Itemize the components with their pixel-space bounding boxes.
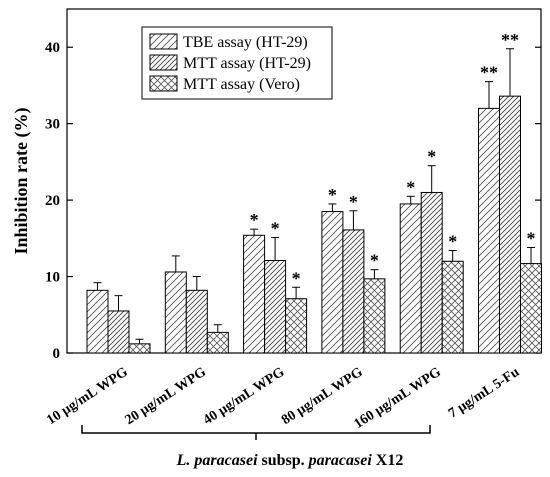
bar (164, 271, 187, 354)
y-tick-label: 0 (53, 346, 61, 362)
y-tick-label: 30 (45, 117, 60, 133)
significance-marker: * (349, 192, 358, 212)
bar (478, 107, 500, 354)
bar (206, 331, 229, 354)
group-label-part: paracasei (307, 452, 373, 469)
group-label-part: L. paracasei (176, 452, 258, 469)
bars-layer: * *** ********** (86, 30, 542, 354)
group-bracket-label: L. paracasei subsp. paracasei X12 (176, 452, 404, 469)
x-tick-label: 20 μg/mL WPG (123, 365, 209, 428)
legend: TBE assay (HT-29) MTT assay (HT-29) MTT as… (141, 26, 333, 100)
bar (441, 260, 464, 354)
bar (321, 211, 344, 354)
x-tick-label: 7 μg/mL 5-Fu (446, 365, 522, 422)
bar (185, 289, 208, 354)
significance-marker: * (328, 185, 337, 205)
bar (107, 310, 130, 354)
significance-marker: * (427, 147, 436, 167)
group-label-part: X12 (372, 452, 404, 469)
legend-label: TBE assay (HT-29) (183, 34, 308, 51)
legend-label: MTT assay (Vero) (183, 76, 300, 93)
y-tick-label: 10 (45, 270, 60, 286)
bar (499, 95, 521, 354)
y-tick-label: 20 (45, 193, 60, 209)
x-tick-label: 40 μg/mL WPG (201, 365, 287, 428)
bracket-line (81, 425, 431, 440)
group-bracket: L. paracasei subsp. paracasei X12 (81, 425, 431, 469)
bar (342, 229, 365, 354)
x-tick-label: 10 μg/mL WPG (44, 365, 130, 428)
bar (264, 260, 287, 354)
significance-marker: * (448, 232, 457, 252)
bar (420, 191, 443, 354)
y-tick-label: 40 (45, 40, 60, 56)
significance-marker: * (271, 219, 280, 239)
bar (285, 298, 308, 354)
bar (363, 278, 386, 354)
legend-swatch (149, 33, 178, 50)
bar (243, 234, 266, 354)
significance-marker: ** (501, 30, 519, 50)
bar (399, 203, 422, 354)
significance-marker: * (527, 229, 536, 249)
bar (86, 289, 109, 354)
legend-label: MTT assay (HT-29) (183, 55, 311, 72)
significance-marker: * (250, 210, 259, 230)
x-tick-label: 160 μg/mL WPG (352, 365, 444, 432)
y-axis-label: Inhibition rate (%) (11, 107, 32, 254)
legend-swatch (149, 75, 178, 92)
significance-marker: * (406, 177, 415, 197)
bar (128, 343, 151, 354)
significance-marker: * (370, 251, 379, 271)
group-label-part: subsp. (258, 452, 309, 469)
significance-marker: * (292, 268, 301, 288)
bar (520, 263, 542, 354)
legend-swatch (149, 54, 178, 71)
significance-marker: ** (480, 63, 498, 83)
